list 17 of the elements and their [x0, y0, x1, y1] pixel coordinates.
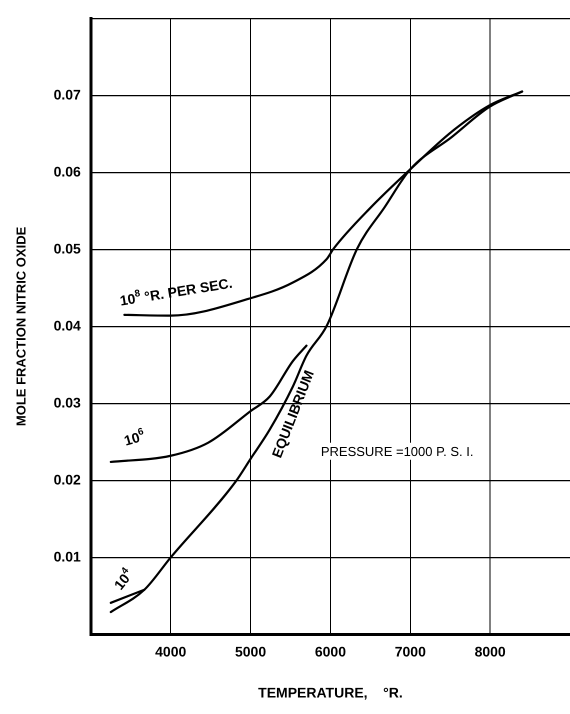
y-tick-label: 0.07 [54, 86, 82, 102]
y-tick-label: 0.04 [54, 317, 82, 334]
x-tick-label: 7000 [394, 644, 426, 660]
x-tick-label: 5000 [234, 644, 266, 660]
y-tick-label: 0.05 [54, 240, 82, 256]
text: 106 [122, 426, 146, 449]
y-tick-label: 0.03 [54, 394, 82, 410]
y-tick-label: 0.02 [54, 471, 82, 488]
annotation: PRESSURE =1000 P. S. I. [320, 444, 474, 459]
y-tick-label: 0.06 [54, 163, 82, 180]
x-tick-label: 4000 [155, 644, 186, 660]
y-axis-title: MOLE FRACTION NITRIC OXIDE [13, 226, 28, 426]
x-axis-title: TEMPERATURE, °R. [258, 684, 403, 700]
text: 104 [110, 565, 133, 593]
x-tick-label: 6000 [314, 644, 346, 660]
y-tick-label: 0.01 [54, 548, 82, 564]
x-tick-label: 8000 [474, 644, 506, 660]
